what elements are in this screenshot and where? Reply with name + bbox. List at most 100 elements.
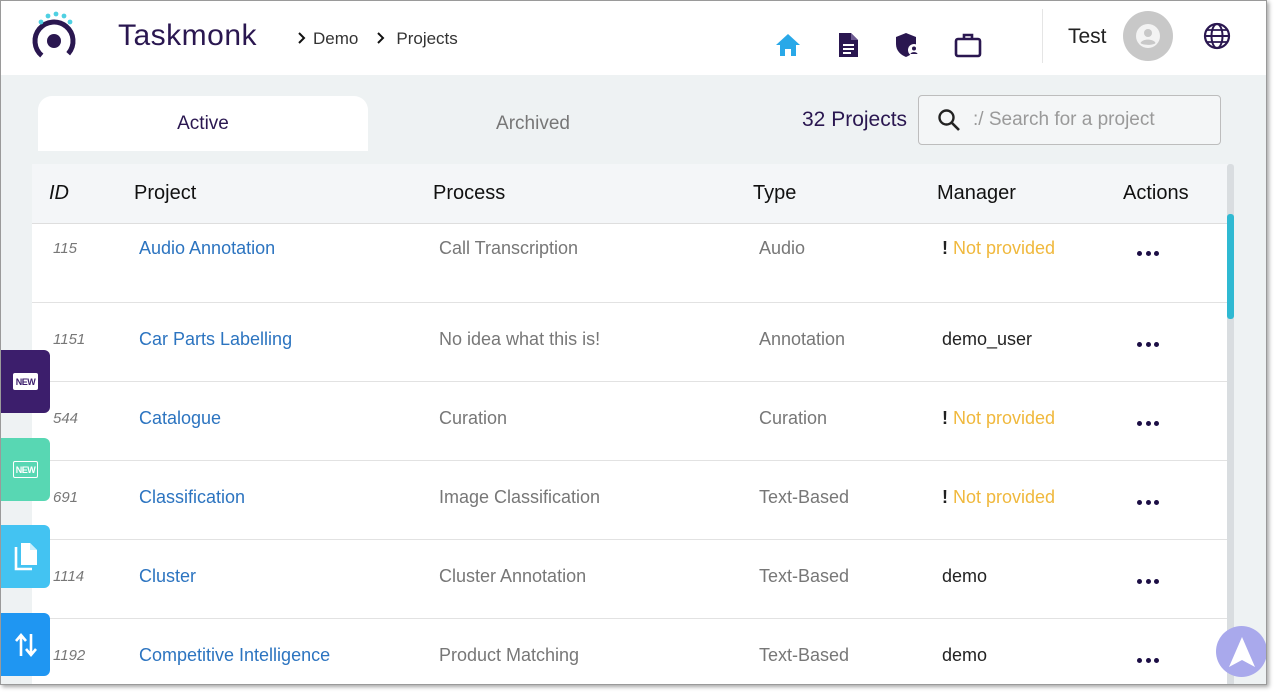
project-process: Call Transcription [439, 238, 579, 258]
sort-arrows-icon [14, 632, 37, 657]
chevron-right-icon [293, 31, 311, 47]
chevron-right-icon [372, 31, 390, 47]
avatar[interactable] [1123, 11, 1173, 61]
document-icon[interactable] [831, 31, 865, 59]
more-dot [1154, 578, 1159, 584]
project-name-link[interactable]: Audio Annotation [139, 238, 276, 258]
home-icon[interactable] [771, 31, 805, 59]
project-id: 1192 [53, 647, 86, 664]
project-name-link[interactable]: Classification [139, 487, 246, 507]
row-actions-menu-icon[interactable] [1137, 334, 1159, 354]
breadcrumb-projects[interactable]: Projects [396, 29, 458, 48]
manager-not-provided: Not provided [953, 408, 1056, 428]
projects-count: 32 Projects [802, 108, 908, 131]
more-dot [1137, 499, 1142, 505]
more-dot [1137, 578, 1142, 584]
row-actions-menu-icon[interactable] [1137, 650, 1159, 670]
manager-name: demo_user [942, 329, 1033, 349]
project-process: Cluster Annotation [439, 566, 587, 586]
table-row[interactable]: 544 Catalogue Curation Curation! Not provide… [32, 382, 1228, 461]
project-id: 544 [53, 410, 79, 427]
side-sort-button[interactable] [1, 613, 50, 676]
globe-icon[interactable] [1203, 22, 1231, 50]
briefcase-icon[interactable] [951, 31, 985, 59]
project-type: Curation [759, 408, 828, 428]
search-input[interactable] [973, 109, 1203, 131]
project-type: Text-Based [759, 645, 850, 665]
new-badge-icon: NEW [13, 373, 38, 390]
project-manager: demo_user [942, 329, 1032, 350]
user-name[interactable]: Test [1068, 25, 1107, 48]
navigation-fab-button[interactable] [1216, 626, 1266, 677]
side-new-feature-button[interactable]: NEW [1, 350, 50, 413]
table-header: ID Project Process Type Manager Actions [32, 164, 1228, 224]
row-actions-menu-icon[interactable] [1137, 243, 1159, 263]
row-actions-menu-icon[interactable] [1137, 571, 1159, 591]
more-dot [1137, 250, 1142, 256]
col-header-project[interactable]: Project [134, 182, 197, 204]
more-dot [1145, 420, 1151, 426]
project-name-link[interactable]: Catalogue [139, 408, 222, 428]
breadcrumb-demo[interactable]: Demo [313, 29, 359, 48]
side-new-update-button[interactable]: NEW [1, 438, 50, 501]
table-row[interactable]: 1151 Car Parts Labelling No idea what this… [32, 303, 1228, 382]
projects-table: ID Project Process Type Manager Actions … [32, 164, 1228, 684]
project-type: Text-Based [759, 566, 850, 586]
copy-icon [14, 542, 37, 570]
project-type: Text-Based [759, 487, 850, 507]
project-process: Image Classification [439, 487, 601, 507]
table-row[interactable]: 1114 Cluster Cluster Annotation Text-Based d… [32, 540, 1228, 619]
table-body: 115 Audio Annotation Call Transcription Aud… [32, 224, 1228, 684]
row-actions-menu-icon[interactable] [1137, 413, 1159, 433]
project-manager: ! Not provided [942, 408, 1055, 429]
navigation-arrow-icon [1228, 636, 1255, 667]
side-copy-button[interactable] [1, 525, 50, 588]
project-process: Product Matching [439, 645, 580, 665]
search-box[interactable] [918, 95, 1221, 145]
table-row[interactable]: 1192 Competitive Intelligence Product Matc… [32, 619, 1228, 684]
more-dot [1137, 341, 1142, 347]
project-manager: ! Not provided [942, 487, 1055, 508]
col-header-id[interactable]: ID [49, 182, 69, 204]
more-dot [1154, 250, 1159, 256]
project-name-link[interactable]: Cluster [139, 566, 197, 586]
more-dot [1154, 420, 1159, 426]
row-actions-menu-icon[interactable] [1137, 492, 1159, 512]
project-name-link[interactable]: Car Parts Labelling [139, 329, 293, 349]
more-dot [1154, 499, 1159, 505]
col-header-process[interactable]: Process [433, 182, 506, 204]
project-type: Annotation [759, 329, 846, 349]
table-scrollbar-track[interactable] [1227, 164, 1234, 684]
more-dot [1137, 657, 1142, 663]
app-window: Taskmonk Demo Projects [0, 0, 1267, 685]
manager-not-provided: Not provided [953, 487, 1056, 507]
more-dot [1137, 420, 1142, 426]
project-id: 1114 [53, 568, 85, 585]
table-row[interactable]: 691 Classification Image Classification Tex… [32, 461, 1228, 540]
more-dot [1145, 578, 1151, 584]
breadcrumb: Demo Projects [293, 29, 472, 49]
warning-icon: ! [942, 408, 948, 428]
col-header-manager[interactable]: Manager [937, 182, 1016, 204]
shield-user-icon[interactable] [891, 31, 925, 59]
project-process: Curation [439, 408, 508, 428]
table-scrollbar-thumb[interactable] [1227, 214, 1234, 319]
warning-icon: ! [942, 487, 948, 507]
more-dot [1154, 657, 1159, 663]
table-row[interactable]: 115 Audio Annotation Call Transcription Aud… [32, 224, 1228, 303]
project-process: No idea what this is! [439, 329, 601, 349]
taskmonk-logo-icon[interactable] [27, 11, 81, 63]
col-header-actions: Actions [1123, 182, 1189, 204]
more-dot [1145, 250, 1151, 256]
manager-not-provided: Not provided [953, 238, 1056, 258]
col-header-type[interactable]: Type [753, 182, 797, 204]
project-id: 691 [53, 489, 79, 506]
more-dot [1145, 341, 1151, 347]
project-tabs: Active Archived [38, 96, 698, 151]
search-icon [938, 109, 960, 131]
project-name-link[interactable]: Competitive Intelligence [139, 645, 331, 665]
user-circle-icon [1136, 24, 1160, 48]
tab-active[interactable]: Active [38, 96, 368, 151]
project-id: 1151 [53, 331, 86, 348]
tab-archived[interactable]: Archived [496, 112, 570, 134]
